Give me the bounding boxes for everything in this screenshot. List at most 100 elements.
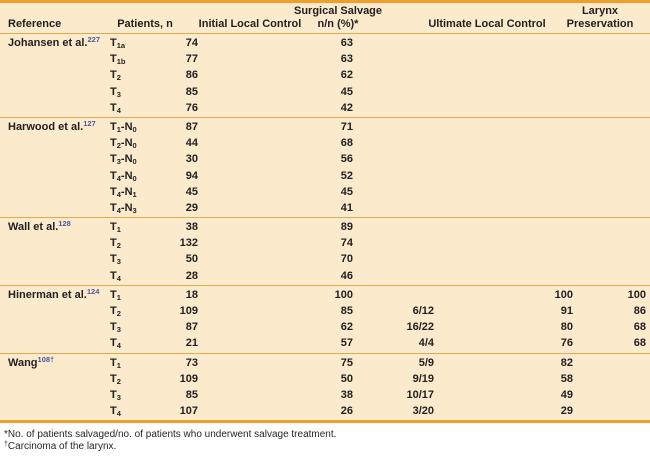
stage-cell: T3 — [110, 321, 121, 335]
table-row: T2 109 50 9/19 58 — [0, 371, 650, 387]
stage-cell: T4 — [110, 405, 121, 419]
salvage-fraction-cell: 10/17 — [406, 388, 434, 401]
reference-cell: Wang108† — [8, 354, 55, 369]
ultimate-local-control-cell: 100 — [554, 288, 573, 301]
larynx-preservation-cell: 68 — [633, 337, 646, 350]
surgical-salvage-cell: 41 — [340, 201, 353, 214]
stage-cell: T4-N0 — [110, 169, 137, 183]
initial-local-control-cell: 28 — [185, 269, 198, 282]
table-row: T3 85 45 — [0, 84, 650, 100]
stage-cell: T1 — [110, 288, 121, 302]
larynx-preservation-cell: 68 — [633, 321, 646, 334]
surgical-salvage-cell: 63 — [340, 37, 353, 49]
surgical-salvage-cell: 63 — [340, 53, 353, 66]
surgical-salvage-cell: 57 — [340, 337, 353, 350]
table-row: T4 107 26 3/20 29 — [0, 403, 650, 419]
stage-cell: T3 — [110, 85, 121, 99]
surgical-salvage-cell: 56 — [340, 153, 353, 166]
ultimate-local-control-cell: 82 — [560, 356, 573, 369]
surgical-salvage-cell: 71 — [340, 120, 353, 133]
surgical-salvage-cell: 46 — [340, 269, 353, 282]
surgical-salvage-cell: 62 — [340, 69, 353, 82]
initial-local-control-cell: 18 — [185, 288, 198, 301]
table-group: Harwood et al.127 T1-N0 87 71 T2-N0 44 68 T3-N0… — [0, 116, 650, 217]
initial-local-control-cell: 29 — [185, 201, 198, 214]
stage-cell: T1 — [110, 356, 121, 370]
initial-local-control-cell: 45 — [185, 185, 198, 198]
initial-local-control-cell: 107 — [179, 405, 198, 418]
table-bottom-rule — [0, 420, 650, 424]
table-row: T4-N3 29 41 — [0, 200, 650, 216]
stage-cell: T4 — [110, 101, 121, 115]
table-row: Johansen et al.227 T1a 74 63 — [0, 35, 650, 51]
stage-cell: T4 — [110, 269, 121, 283]
initial-local-control-cell: 87 — [185, 321, 198, 334]
salvage-fraction-cell: 16/22 — [406, 321, 434, 334]
col-header-larynx-line1: Larynx — [581, 5, 619, 17]
surgical-salvage-cell: 68 — [340, 137, 353, 150]
table-header: Reference Patients, n Initial Local Cont… — [0, 3, 650, 34]
table-top-rule — [0, 0, 650, 3]
table-row: Wall et al.128 T1 38 89 — [0, 219, 650, 235]
stage-cell: T2 — [110, 69, 121, 83]
footnote: †Carcinoma of the larynx. — [4, 440, 117, 452]
table-group: Hinerman et al.124 T1 18 100 100 100 T2 109 85 6/… — [0, 284, 650, 353]
surgical-salvage-cell: 50 — [340, 372, 353, 385]
initial-local-control-cell: 86 — [185, 69, 198, 82]
table-row: T2 109 85 6/12 91 86 — [0, 303, 650, 319]
table-row: T4 76 42 — [0, 100, 650, 116]
table-row: T2 132 74 — [0, 235, 650, 251]
surgical-salvage-cell: 89 — [340, 221, 353, 234]
stage-cell: T1b — [110, 53, 126, 67]
table-row: T4-N0 94 52 — [0, 168, 650, 184]
reference-cell: Hinerman et al.124 — [8, 286, 100, 301]
stage-cell: T2-N0 — [110, 137, 137, 151]
table-row: T2 86 62 — [0, 67, 650, 83]
stage-cell: T3 — [110, 388, 121, 402]
stage-cell: T4 — [110, 337, 121, 351]
initial-local-control-cell: 109 — [179, 372, 198, 385]
table-row: T1b 77 63 — [0, 51, 650, 67]
footnotes: *No. of patients salvaged/no. of patient… — [0, 423, 650, 452]
table-row: T2-N0 44 68 — [0, 135, 650, 151]
surgical-salvage-cell: 38 — [340, 388, 353, 401]
surgical-salvage-cell: 42 — [340, 101, 353, 114]
salvage-fraction-cell: 4/4 — [418, 337, 434, 350]
table-row: T3 50 70 — [0, 251, 650, 267]
col-header-patients: Patients, n — [117, 17, 173, 30]
initial-local-control-cell: 132 — [179, 237, 198, 250]
stage-cell: T3 — [110, 253, 121, 267]
table-group: Wall et al.128 T1 38 89 T2 132 74 T3 50 70 T4 28 46 — [0, 217, 650, 285]
initial-local-control-cell: 76 — [185, 101, 198, 114]
surgical-salvage-cell: 26 — [340, 405, 353, 418]
surgical-salvage-cell: 85 — [340, 305, 353, 317]
initial-local-control-cell: 21 — [185, 337, 198, 350]
initial-local-control-cell: 85 — [185, 85, 198, 98]
ultimate-local-control-cell: 29 — [560, 405, 573, 418]
ultimate-local-control-cell: 76 — [560, 337, 573, 350]
initial-local-control-cell: 73 — [185, 356, 198, 369]
footnote: *No. of patients salvaged/no. of patient… — [4, 429, 337, 441]
stage-cell: T1 — [110, 221, 121, 235]
table-row: T3-N0 30 56 — [0, 151, 650, 167]
col-header-larynx-line2: Preservation — [566, 17, 634, 30]
reference-cell: Harwood et al.127 — [8, 118, 96, 133]
surgical-salvage-cell: 100 — [334, 288, 353, 301]
table-group: Johansen et al.227 T1a 74 63 T1b 77 63 T2 86 62 T3… — [0, 34, 650, 117]
surgical-salvage-cell: 52 — [340, 169, 353, 182]
col-header-reference: Reference — [8, 17, 62, 30]
col-header-surgical-salvage-line2: n/n (%)* — [317, 17, 359, 30]
larynx-preservation-cell: 100 — [627, 288, 646, 301]
col-header-larynx-preservation: Larynx Preservation — [567, 5, 634, 30]
initial-local-control-cell: 87 — [185, 120, 198, 133]
table-row: Wang108† T1 73 75 5/9 82 — [0, 355, 650, 371]
stage-cell: T2 — [110, 305, 121, 318]
ultimate-local-control-cell: 91 — [560, 305, 573, 317]
initial-local-control-cell: 50 — [185, 253, 198, 266]
surgical-salvage-cell: 45 — [340, 85, 353, 98]
initial-local-control-cell: 94 — [185, 169, 198, 182]
table-body: Johansen et al.227 T1a 74 63 T1b 77 63 T2 86 62 T3… — [0, 34, 650, 420]
stage-cell: T1-N0 — [110, 120, 137, 134]
salvage-fraction-cell: 5/9 — [418, 356, 434, 369]
ultimate-local-control-cell: 58 — [560, 372, 573, 385]
